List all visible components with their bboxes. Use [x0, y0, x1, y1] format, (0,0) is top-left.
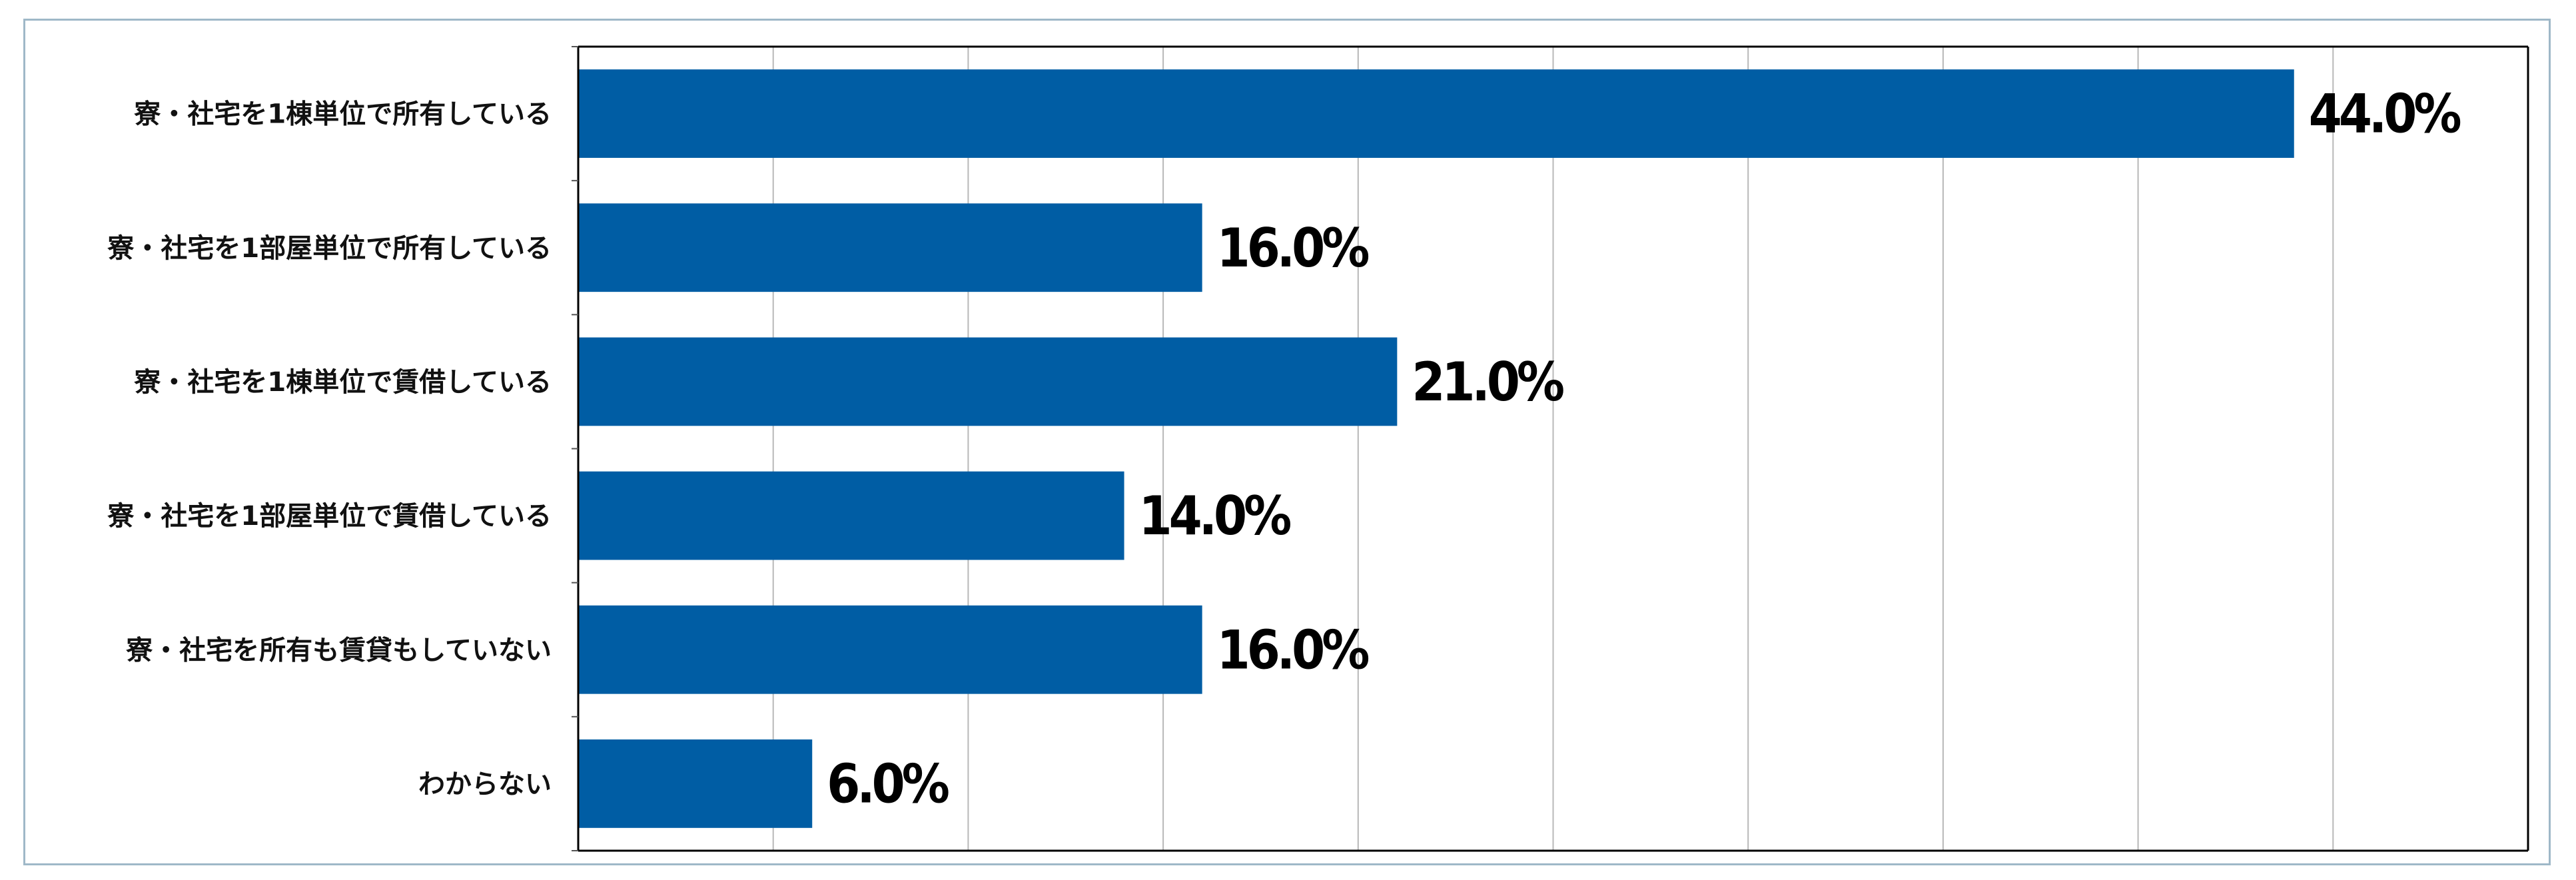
bar	[578, 203, 1202, 292]
category-label: 寮・社宅を1棟単位で所有している	[133, 99, 552, 130]
bar	[578, 605, 1202, 694]
category-label: 寮・社宅を所有も賃貸もしていない	[125, 635, 552, 665]
bar	[578, 337, 1398, 426]
data-label: 21.0%	[1412, 351, 1563, 413]
gridlines	[772, 47, 2334, 851]
data-label: 16.0%	[1217, 619, 1369, 681]
category-label: 寮・社宅を1棟単位で賃借している	[133, 367, 552, 398]
data-label: 44.0%	[2309, 83, 2461, 145]
labels: 寮・社宅を1棟単位で所有している 44.0% 寮・社宅を1部屋単位で所有している 16…	[107, 83, 2463, 815]
category-label: 寮・社宅を1部屋単位で賃借している	[107, 501, 552, 532]
bar	[578, 739, 813, 828]
bar	[578, 69, 2294, 158]
bars	[578, 69, 2294, 828]
bar	[578, 471, 1124, 560]
data-label: 16.0%	[1217, 217, 1369, 279]
data-label: 6.0%	[827, 753, 949, 815]
axes	[572, 45, 2529, 852]
category-label: 寮・社宅を1部屋単位で所有している	[107, 233, 552, 264]
category-label: わからない	[418, 769, 552, 799]
data-label: 14.0%	[1139, 485, 1291, 547]
chart-frame	[23, 19, 2551, 865]
